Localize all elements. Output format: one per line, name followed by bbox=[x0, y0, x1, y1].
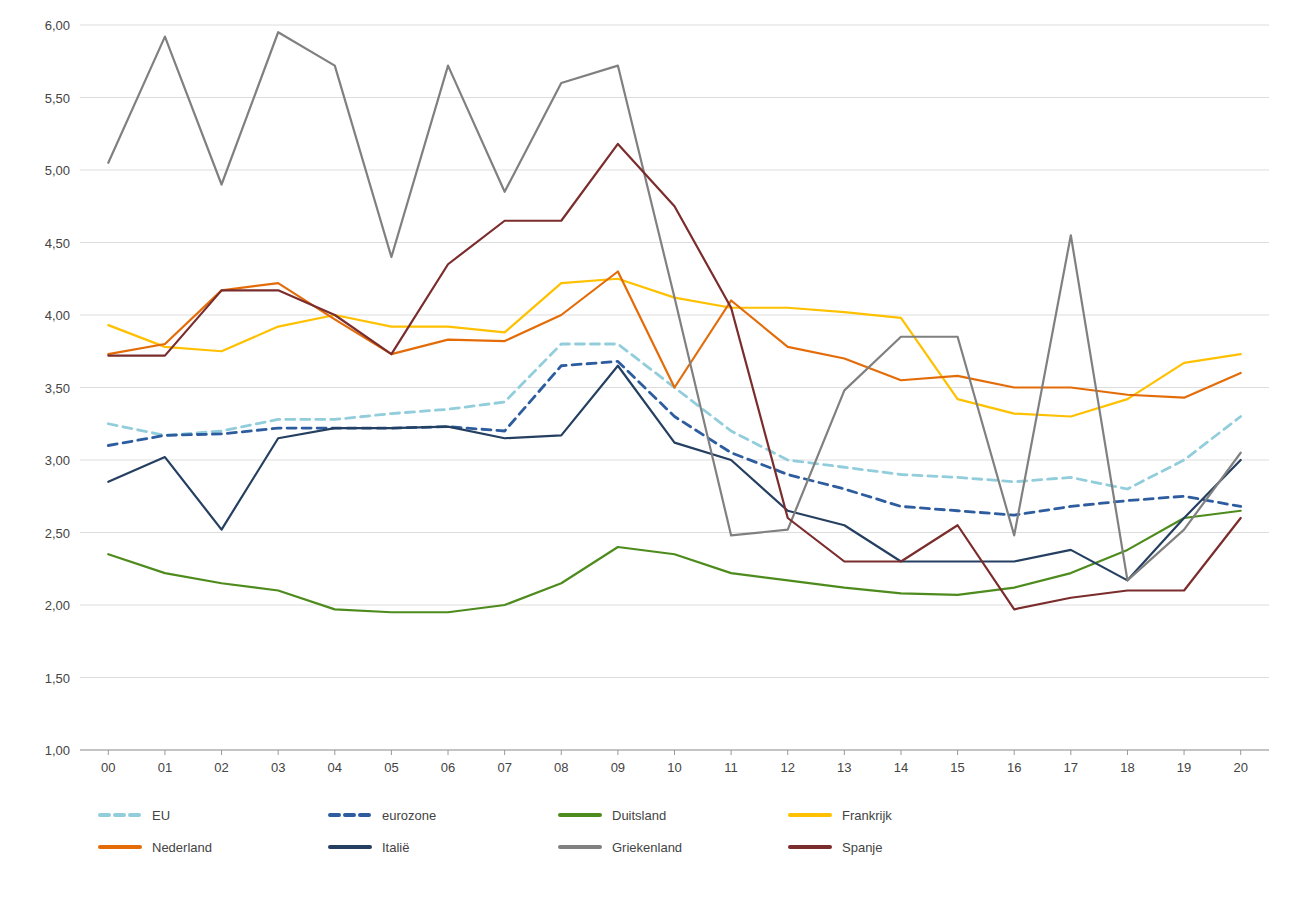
x-tick-label: 15 bbox=[950, 760, 964, 775]
legend-swatch bbox=[790, 813, 830, 817]
x-tick-label: 06 bbox=[441, 760, 455, 775]
grid-line bbox=[80, 460, 1269, 461]
x-tick bbox=[164, 750, 165, 755]
x-tick-label: 08 bbox=[554, 760, 568, 775]
series-line bbox=[108, 32, 1240, 580]
x-tick-label: 17 bbox=[1064, 760, 1078, 775]
grid-line bbox=[80, 315, 1269, 316]
legend: EU eurozone Duitsland Frankrijk Nederland Ita… bbox=[100, 808, 892, 855]
x-tick bbox=[900, 750, 901, 755]
x-axis: 00 01 02 03 04 05 06 07 08 09 10 11 12 13 14 15 16 17 18 19… bbox=[80, 750, 1269, 775]
legend-label: Italië bbox=[382, 840, 409, 855]
x-tick bbox=[108, 750, 109, 755]
x-tick bbox=[391, 750, 392, 755]
x-tick-label: 12 bbox=[781, 760, 795, 775]
x-tick bbox=[787, 750, 788, 755]
x-tick bbox=[221, 750, 222, 755]
x-tick-label: 03 bbox=[271, 760, 285, 775]
x-tick bbox=[731, 750, 732, 755]
legend-swatch bbox=[560, 845, 600, 849]
x-tick bbox=[1127, 750, 1128, 755]
y-tick-label: 1,00 bbox=[45, 743, 70, 758]
x-tick-label: 16 bbox=[1007, 760, 1021, 775]
x-tick bbox=[334, 750, 335, 755]
lines bbox=[108, 32, 1240, 612]
x-tick-label: 13 bbox=[837, 760, 851, 775]
x-tick-label: 14 bbox=[894, 760, 908, 775]
legend-swatch bbox=[560, 813, 600, 817]
x-tick bbox=[448, 750, 449, 755]
grid-line bbox=[80, 242, 1269, 243]
x-tick-label: 04 bbox=[328, 760, 342, 775]
series-line bbox=[108, 366, 1240, 581]
x-tick bbox=[1070, 750, 1071, 755]
y-tick-label: 4,00 bbox=[45, 308, 70, 323]
series-line bbox=[108, 144, 1240, 609]
x-tick bbox=[504, 750, 505, 755]
x-tick-label: 20 bbox=[1233, 760, 1247, 775]
y-tick-label: 6,00 bbox=[45, 18, 70, 33]
x-tick bbox=[1240, 750, 1241, 755]
grid-line bbox=[80, 25, 1269, 26]
legend-label: Griekenland bbox=[612, 840, 682, 855]
x-tick-label: 18 bbox=[1120, 760, 1134, 775]
legend-label: EU bbox=[152, 808, 170, 823]
grid-line bbox=[80, 170, 1269, 171]
legend-swatch bbox=[790, 845, 830, 849]
x-tick bbox=[278, 750, 279, 755]
x-tick bbox=[1184, 750, 1185, 755]
grid-line bbox=[80, 532, 1269, 533]
x-tick-label: 09 bbox=[611, 760, 625, 775]
y-tick-label: 5,50 bbox=[45, 91, 70, 106]
grid-line bbox=[80, 97, 1269, 98]
y-axis: 1,00 1,50 2,00 2,50 3,00 3,50 4,00 4,50 5,00 5,50… bbox=[45, 18, 1269, 758]
legend-label: Frankrijk bbox=[842, 808, 892, 823]
y-tick-label: 5,00 bbox=[45, 163, 70, 178]
x-tick bbox=[957, 750, 958, 755]
legend-swatch bbox=[100, 813, 140, 817]
x-tick bbox=[674, 750, 675, 755]
x-tick bbox=[844, 750, 845, 755]
x-tick-label: 07 bbox=[497, 760, 511, 775]
x-tick-label: 02 bbox=[214, 760, 228, 775]
y-tick-label: 3,00 bbox=[45, 453, 70, 468]
legend-swatch bbox=[330, 845, 370, 849]
x-tick-label: 05 bbox=[384, 760, 398, 775]
legend-label: Nederland bbox=[152, 840, 212, 855]
x-tick bbox=[617, 750, 618, 755]
legend-label: Duitsland bbox=[612, 808, 666, 823]
x-tick-label: 01 bbox=[158, 760, 172, 775]
y-tick-label: 4,50 bbox=[45, 236, 70, 251]
legend-label: Spanje bbox=[842, 840, 882, 855]
legend-label: eurozone bbox=[382, 808, 436, 823]
x-tick-label: 00 bbox=[101, 760, 115, 775]
y-tick-label: 2,50 bbox=[45, 526, 70, 541]
x-tick bbox=[561, 750, 562, 755]
x-tick-label: 11 bbox=[724, 760, 738, 775]
x-tick bbox=[1014, 750, 1015, 755]
chart: 1,00 1,50 2,00 2,50 3,00 3,50 4,00 4,50 5,00 5,50… bbox=[0, 0, 1299, 901]
x-tick-label: 10 bbox=[667, 760, 681, 775]
grid-line bbox=[80, 605, 1269, 606]
legend-swatch bbox=[330, 813, 370, 817]
legend-swatch bbox=[100, 845, 140, 849]
y-tick-label: 1,50 bbox=[45, 671, 70, 686]
background bbox=[0, 0, 1299, 901]
grid-line bbox=[80, 677, 1269, 678]
x-tick-label: 19 bbox=[1177, 760, 1191, 775]
y-tick-label: 3,50 bbox=[45, 381, 70, 396]
y-tick-label: 2,00 bbox=[45, 598, 70, 613]
